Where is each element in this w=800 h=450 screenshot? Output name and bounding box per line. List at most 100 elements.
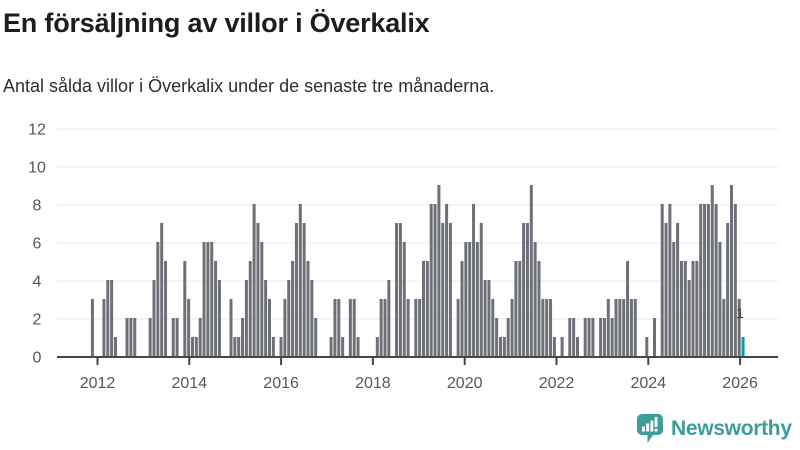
bar (679, 261, 683, 356)
bar (102, 299, 106, 356)
y-axis-tick-label: 6 (33, 236, 42, 253)
bar (241, 318, 245, 356)
bar (479, 223, 483, 356)
bar (668, 204, 672, 356)
bar (653, 318, 656, 356)
bar (171, 318, 175, 356)
bar (510, 299, 514, 356)
bar (495, 318, 499, 356)
chart-subtitle: Antal sålda villor i Överkalix under de … (3, 76, 495, 96)
bar (448, 223, 452, 356)
bar (306, 261, 310, 356)
bar (626, 261, 630, 356)
bar (425, 261, 429, 356)
bar (395, 223, 399, 356)
bar (398, 223, 402, 356)
bar (676, 223, 680, 356)
highlighted-bar (741, 337, 745, 356)
bar (441, 223, 445, 356)
bar (152, 280, 156, 356)
bar (187, 299, 191, 356)
bar (622, 299, 626, 356)
bar (687, 280, 691, 356)
bar (437, 185, 441, 356)
bar (514, 261, 518, 356)
bar (433, 204, 437, 356)
bar (402, 242, 406, 356)
bar (533, 242, 537, 356)
x-axis-tick-label: 2016 (263, 375, 299, 392)
bar (549, 299, 553, 356)
bar (244, 280, 248, 356)
bar (294, 223, 298, 356)
bar (606, 299, 610, 356)
x-axis-tick-label: 2014 (172, 375, 208, 392)
bar (610, 318, 614, 356)
bar (194, 337, 198, 356)
bar (633, 299, 637, 356)
bar (599, 318, 603, 356)
bar (114, 337, 117, 356)
bar (460, 261, 464, 356)
bar (726, 223, 730, 356)
newsworthy-wordmark: Newsworthy (671, 417, 792, 440)
bar (314, 318, 318, 356)
bar (260, 242, 264, 356)
bar (256, 223, 260, 356)
bar (337, 299, 341, 356)
bar (541, 299, 545, 356)
bar (529, 185, 533, 356)
bar (268, 299, 271, 356)
bar (629, 299, 633, 356)
bar (333, 299, 337, 356)
bar (552, 337, 556, 356)
y-axis-tick-label: 10 (28, 160, 46, 177)
bar (487, 280, 491, 356)
bar (614, 299, 618, 356)
bar (445, 204, 449, 356)
bar (229, 299, 233, 356)
bar (202, 242, 206, 356)
bar (699, 204, 703, 356)
bar (329, 337, 333, 356)
bar (217, 280, 221, 356)
bar (387, 280, 391, 356)
bar (703, 204, 707, 356)
bar (502, 337, 506, 356)
x-axis-tick-label: 2012 (80, 375, 116, 392)
bar (210, 242, 214, 356)
bar (591, 318, 595, 356)
bar (706, 204, 710, 356)
bar (499, 337, 502, 356)
last-value-label: 1 (736, 305, 744, 321)
bar (618, 299, 622, 356)
bar (583, 318, 587, 356)
bar (518, 261, 522, 356)
x-axis-tick-label: 2022 (539, 375, 575, 392)
bar (106, 280, 110, 356)
bar (464, 242, 468, 356)
bar (206, 242, 210, 356)
bar (310, 280, 314, 356)
bar (356, 337, 360, 356)
bar (110, 280, 114, 356)
bar (483, 280, 487, 356)
bar (348, 299, 352, 356)
bar (164, 261, 168, 356)
y-axis-tick-label: 8 (33, 198, 42, 215)
bar (664, 223, 668, 356)
bar (287, 280, 291, 356)
bar (148, 318, 152, 356)
bar (572, 318, 576, 356)
bar (302, 223, 306, 356)
bar (537, 261, 541, 356)
bar (710, 185, 714, 356)
y-axis-tick-label: 4 (33, 274, 42, 291)
bar (279, 337, 283, 356)
bar (252, 204, 256, 356)
bar (383, 299, 387, 356)
bar (90, 299, 94, 356)
bar (379, 299, 383, 356)
